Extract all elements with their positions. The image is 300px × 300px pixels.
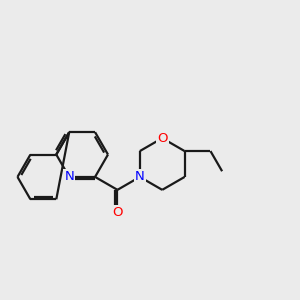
Text: O: O — [157, 132, 167, 145]
Text: O: O — [112, 206, 123, 219]
Text: N: N — [135, 170, 145, 183]
Text: N: N — [64, 170, 74, 183]
